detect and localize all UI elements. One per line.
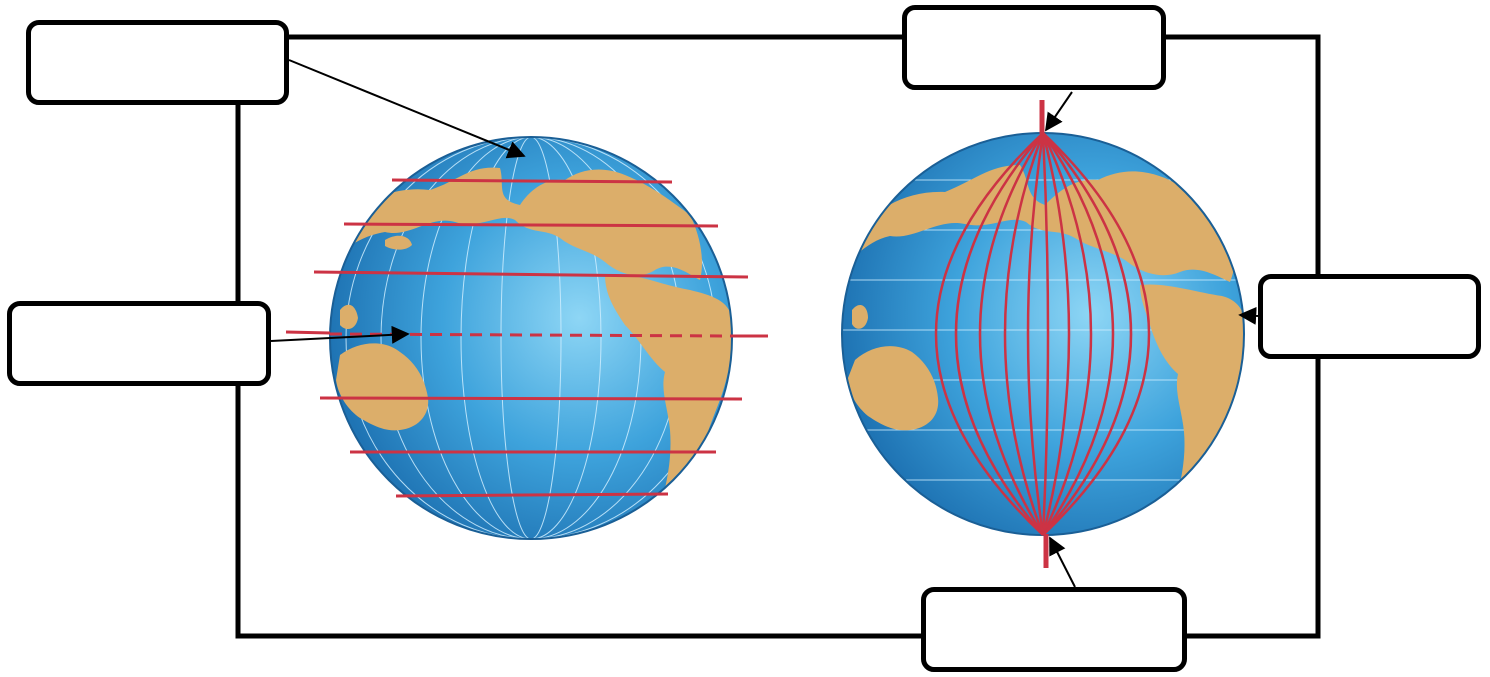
land-americas — [1140, 284, 1244, 505]
longitude-lines — [934, 132, 1151, 536]
land-island — [852, 304, 868, 329]
label-box-right[interactable] — [1258, 274, 1481, 359]
left-globe-land — [330, 167, 732, 502]
longitude-line — [1041, 132, 1050, 536]
arrow-to-north-pole-right — [1044, 91, 1073, 132]
right-globe — [841, 100, 1245, 568]
land-australia — [336, 343, 429, 431]
pointer-arrows — [270, 59, 1259, 588]
longitude-line — [954, 132, 1044, 536]
land-eurasia — [330, 167, 702, 280]
longitude-line — [978, 132, 1045, 536]
arrow-to-south-pole — [1049, 536, 1076, 588]
longitude-line — [1042, 132, 1151, 536]
latitude-line — [313, 270, 749, 279]
latitude-line — [319, 396, 743, 401]
arrow-to-meridian — [1238, 306, 1259, 325]
label-box-mid-left[interactable] — [7, 301, 271, 386]
longitude-line — [1041, 132, 1071, 536]
latitude-line — [391, 178, 673, 184]
latitude-line — [343, 222, 719, 228]
latitude-line — [395, 492, 669, 498]
latitude-lines — [313, 178, 749, 498]
left-globe — [285, 136, 768, 540]
longitude-line — [1041, 132, 1115, 536]
right-globe-land — [845, 165, 1244, 505]
longitude-line — [1042, 132, 1133, 536]
longitude-line — [1041, 132, 1093, 536]
land-eurasia — [845, 165, 1236, 282]
land-island-2 — [385, 235, 412, 250]
label-box-top-left[interactable] — [26, 20, 289, 105]
label-box-top-right[interactable] — [902, 5, 1166, 90]
arrow-to-north-pole-left — [288, 59, 526, 159]
longitude-line — [934, 132, 1044, 536]
land-australia — [848, 346, 939, 431]
land-island — [340, 304, 358, 330]
label-box-bottom-right[interactable] — [921, 587, 1187, 672]
longitude-line — [1026, 132, 1045, 536]
arrow-to-equator — [270, 325, 410, 344]
longitude-line — [1003, 132, 1045, 536]
